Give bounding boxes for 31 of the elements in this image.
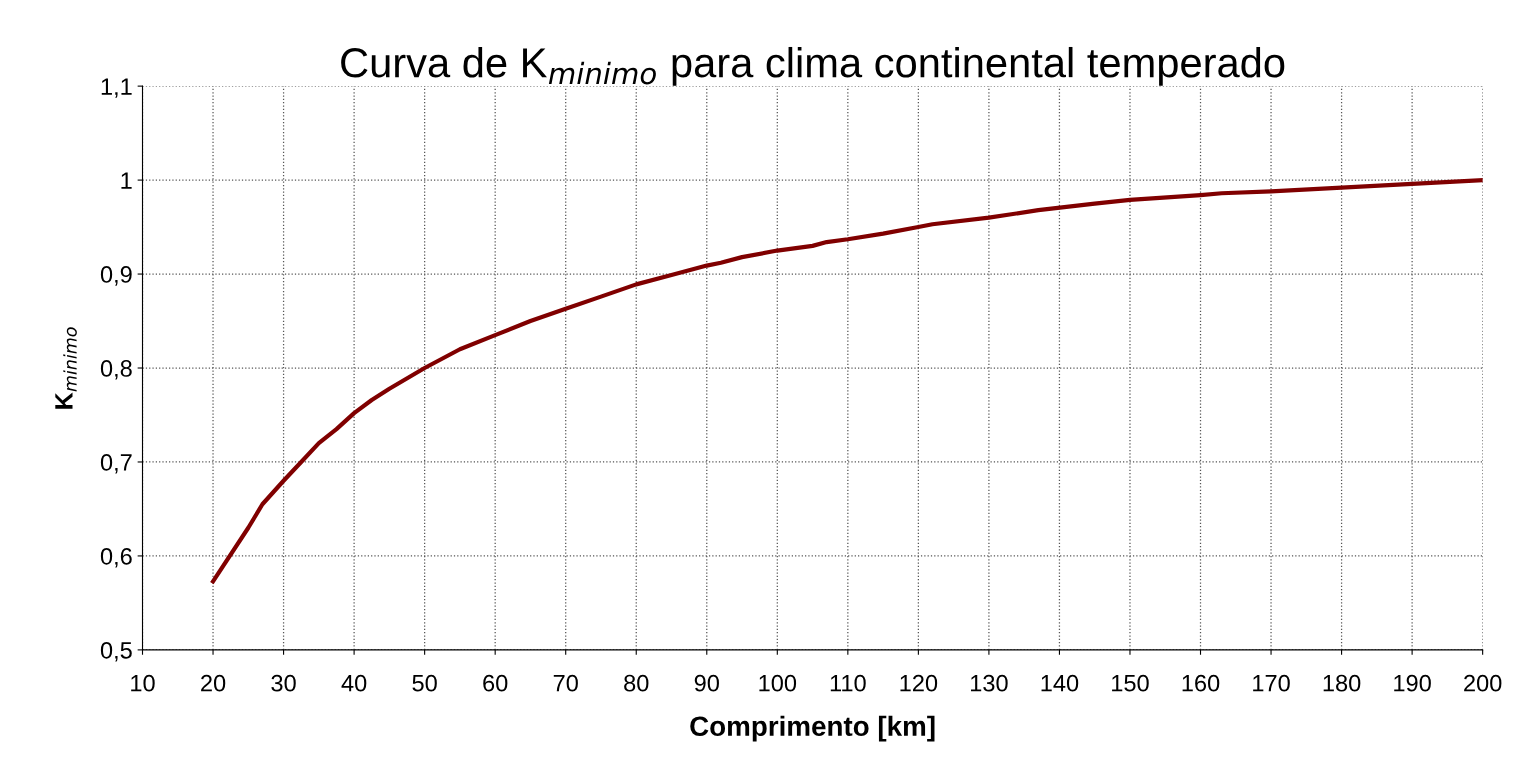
x-tick-label: 10 <box>131 674 155 692</box>
x-tick-label: 140 <box>1041 674 1079 692</box>
x-axis-title: Comprimento [km] <box>690 715 935 742</box>
x-tick-label: 120 <box>900 674 938 692</box>
x-tick-label: 160 <box>1182 674 1220 692</box>
y-tick-label: 0,9 <box>100 266 132 286</box>
y-axis-title: K$_{minimo}$ <box>55 327 77 409</box>
x-tick-label: 150 <box>1112 674 1149 692</box>
chart-title: Curva de K$_{minimo}$ para clima continental temperado <box>341 46 1285 86</box>
x-tick-label: 130 <box>971 674 1008 692</box>
line-series <box>210 178 1483 584</box>
y-tick-label: 0,6 <box>100 548 132 568</box>
x-tick-label: 190 <box>1394 674 1431 692</box>
x-tick-label: 70 <box>553 674 578 692</box>
x-tick-label: 100 <box>759 674 797 692</box>
x-tick-label: 40 <box>341 674 367 692</box>
x-tick-label: 60 <box>483 674 508 692</box>
x-tick-label: 170 <box>1253 674 1290 692</box>
x-tick-label: 30 <box>271 674 296 692</box>
x-tick-label: 110 <box>830 674 866 692</box>
y-tick-label: 1 <box>121 172 132 189</box>
y-tick-label: 0,8 <box>100 360 132 380</box>
x-tick-label: 90 <box>694 674 719 692</box>
x-tick-label: 180 <box>1323 674 1361 692</box>
x-tick-label: 50 <box>412 674 437 692</box>
x-tick-label: 20 <box>201 674 226 692</box>
y-tick-label: 1,1 <box>101 78 132 98</box>
y-tick-label: 0,7 <box>100 454 132 474</box>
y-tick-label: 0,5 <box>100 641 132 662</box>
x-tick-label: 200 <box>1464 674 1502 692</box>
x-tick-label: 80 <box>624 674 649 692</box>
